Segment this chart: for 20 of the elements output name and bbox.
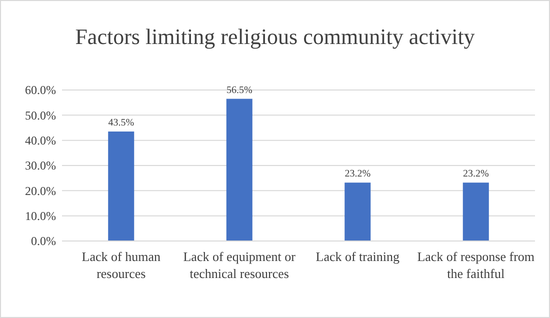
chart-title: Factors limiting religious community activity bbox=[75, 24, 475, 49]
y-tick-label: 0.0% bbox=[31, 234, 56, 248]
y-tick-label: 60.0% bbox=[25, 83, 56, 98]
x-tick-label: Lack of human resources bbox=[82, 249, 161, 281]
bar bbox=[226, 98, 252, 241]
y-tick-label: 50.0% bbox=[25, 108, 56, 122]
bar bbox=[462, 182, 489, 241]
x-tick-label: Lack of training bbox=[316, 249, 400, 264]
y-tick-label: 40.0% bbox=[25, 134, 56, 148]
y-tick-label: 10.0% bbox=[25, 209, 56, 224]
y-tick-label: 30.0% bbox=[25, 158, 56, 173]
data-label: 23.2% bbox=[344, 168, 371, 180]
bar bbox=[108, 132, 134, 241]
data-label: 43.5% bbox=[108, 118, 134, 129]
data-label: 23.2% bbox=[462, 168, 489, 180]
x-tick-label: Lack of response from the faithful bbox=[417, 249, 535, 281]
y-tick-label: 20.0% bbox=[25, 184, 56, 198]
bar bbox=[344, 182, 371, 241]
x-tick-label: Lack of equipment or technical resources bbox=[183, 249, 296, 281]
data-label: 56.5% bbox=[226, 84, 252, 96]
